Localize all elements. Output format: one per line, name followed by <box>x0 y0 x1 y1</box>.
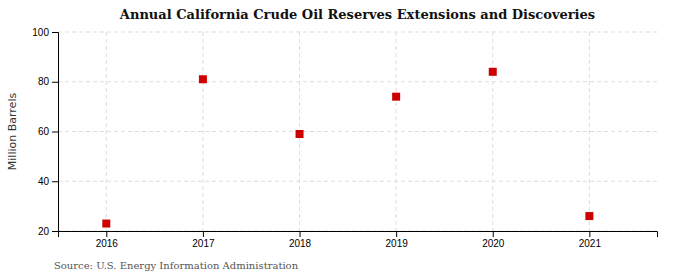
y-tick: 40 <box>38 176 58 187</box>
point <box>392 93 400 101</box>
x-tick: 2021 <box>579 231 602 249</box>
title: Annual California Crude Oil Reserves Ext… <box>119 7 595 22</box>
y-grid-line <box>58 131 657 132</box>
y-axis-title: Million Barrels <box>6 93 19 171</box>
x-axis-line <box>59 232 658 238</box>
source: Source: U.S. Energy Information Administ… <box>54 260 299 271</box>
y-tick: 20 <box>38 226 58 237</box>
point <box>585 212 593 220</box>
x-tick-label: 2020 <box>482 238 505 249</box>
x-grid-line <box>202 32 203 231</box>
x-axis: 2016 2017 2018 2019 2020 2021 <box>59 231 658 249</box>
x-tick-label: 2016 <box>96 238 119 249</box>
y-tick-label: 20 <box>38 226 50 237</box>
x-tick-label: 2021 <box>579 238 602 249</box>
x-grid-line <box>396 32 397 231</box>
x-grid-line <box>492 32 493 231</box>
y-grid-line <box>58 32 657 33</box>
y-tick-label: 80 <box>38 76 50 87</box>
point <box>489 68 497 76</box>
x-tick-label: 2019 <box>386 238 409 249</box>
plot-area: 2016 2017 2018 2019 2020 2021 20 40 60 80 100 <box>32 27 657 249</box>
y-tick-mark <box>52 231 58 232</box>
y-tick-mark <box>52 181 58 182</box>
y-tick-label: 60 <box>38 126 50 137</box>
grid <box>58 32 657 231</box>
x-tick-mark <box>589 231 590 237</box>
x-tick-mark <box>493 231 494 237</box>
x-tick: 2018 <box>289 231 312 249</box>
x-grid-line <box>106 32 107 231</box>
y-tick-label: 40 <box>38 176 50 187</box>
x-tick: 2019 <box>386 231 409 249</box>
point <box>102 220 110 228</box>
point <box>199 75 207 83</box>
points <box>102 68 593 228</box>
x-grid-line <box>589 32 590 231</box>
y-tick: 60 <box>38 126 58 137</box>
x-tick-label: 2018 <box>289 238 312 249</box>
y-tick: 80 <box>38 76 58 87</box>
y-tick: 100 <box>32 27 58 38</box>
x-tick-mark <box>300 231 301 237</box>
x-tick: 2016 <box>96 231 119 249</box>
y-grid-line <box>58 181 657 182</box>
y-tick-mark <box>52 32 58 33</box>
y-grid-line <box>58 81 657 82</box>
x-tick-mark <box>203 231 204 237</box>
x-tick: 2017 <box>192 231 215 249</box>
x-tick: 2020 <box>482 231 505 249</box>
x-tick-mark <box>106 231 107 237</box>
point <box>296 130 304 138</box>
x-tick-mark <box>396 231 397 237</box>
chart: 2016 2017 2018 2019 2020 2021 20 40 60 80 100 Annua… <box>0 0 675 275</box>
y-tick-mark <box>52 132 58 133</box>
y-axis: 20 40 60 80 100 <box>32 27 58 237</box>
x-tick-label: 2017 <box>192 238 215 249</box>
y-tick-mark <box>52 82 58 83</box>
y-tick-label: 100 <box>32 27 49 38</box>
y-axis-line <box>52 33 59 232</box>
